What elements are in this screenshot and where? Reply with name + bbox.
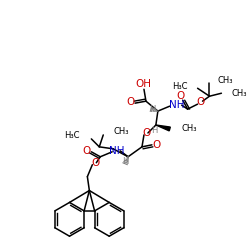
Text: O: O	[91, 158, 100, 168]
Text: H: H	[122, 157, 128, 166]
Text: CH₃: CH₃	[218, 76, 233, 85]
Text: O: O	[126, 97, 134, 107]
Text: CH₃: CH₃	[182, 124, 197, 134]
Text: O: O	[176, 91, 185, 101]
Text: NH: NH	[110, 146, 125, 156]
Text: H₃C: H₃C	[172, 82, 188, 91]
Text: O: O	[143, 128, 151, 138]
Text: NH: NH	[169, 100, 184, 110]
Text: CH₃: CH₃	[113, 128, 129, 136]
Text: O: O	[196, 97, 205, 107]
Polygon shape	[156, 125, 170, 131]
Text: O: O	[153, 140, 161, 150]
Text: O: O	[82, 146, 90, 156]
Text: H: H	[151, 126, 157, 136]
Text: CH₃: CH₃	[231, 89, 247, 98]
Text: H₃C: H₃C	[64, 132, 80, 140]
Text: OH: OH	[135, 79, 151, 89]
Text: H: H	[149, 104, 155, 114]
